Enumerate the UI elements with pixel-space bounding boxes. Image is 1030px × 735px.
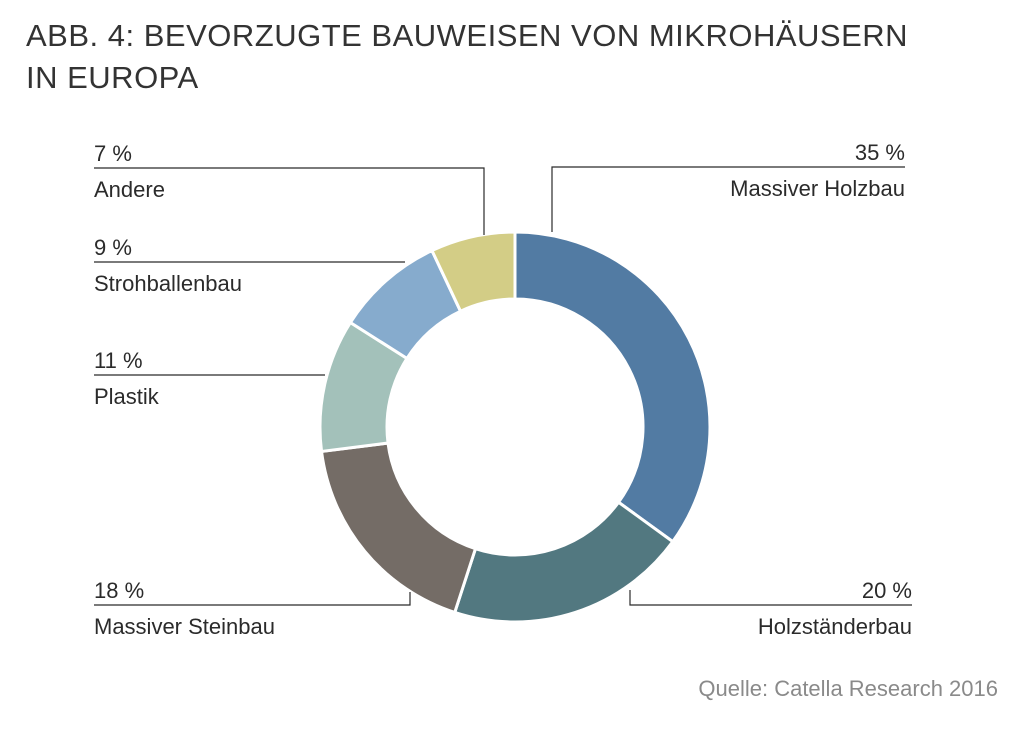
value-label-massiver-holzbau: 35 % (855, 140, 905, 165)
category-label-plastik: Plastik (94, 384, 160, 409)
value-label-massiver-steinbau: 18 % (94, 578, 144, 603)
category-label-holzstanderbau: Holzständerbau (758, 614, 912, 639)
leader-line-holzstanderbau (629, 590, 912, 606)
value-label-plastik: 11 % (94, 348, 143, 373)
chart-title-line-1: ABB. 4: BEVORZUGTE BAUWEISEN VON MIKROHÄ… (26, 18, 909, 53)
category-label-massiver-holzbau: Massiver Holzbau (730, 176, 905, 201)
leader-line-massiver-steinbau (94, 592, 411, 606)
value-label-strohballenbau: 9 % (94, 235, 132, 260)
value-label-holzstanderbau: 20 % (862, 578, 912, 603)
category-label-strohballenbau: Strohballenbau (94, 271, 242, 296)
slice-andere (429, 230, 517, 314)
leader-line-massiver-holzbau (551, 166, 905, 232)
category-label-massiver-steinbau: Massiver Steinbau (94, 614, 275, 639)
source-note: Quelle: Catella Research 2016 (698, 676, 998, 701)
chart-title-line-2: IN EUROPA (26, 60, 199, 95)
slice-massiver-steinbau (319, 441, 478, 615)
slice-holzstanderbau (452, 500, 675, 624)
slice-massiver-holzbau (513, 230, 712, 544)
value-label-andere: 7 % (94, 141, 132, 166)
leader-line-andere (94, 167, 485, 235)
category-label-andere: Andere (94, 177, 165, 202)
